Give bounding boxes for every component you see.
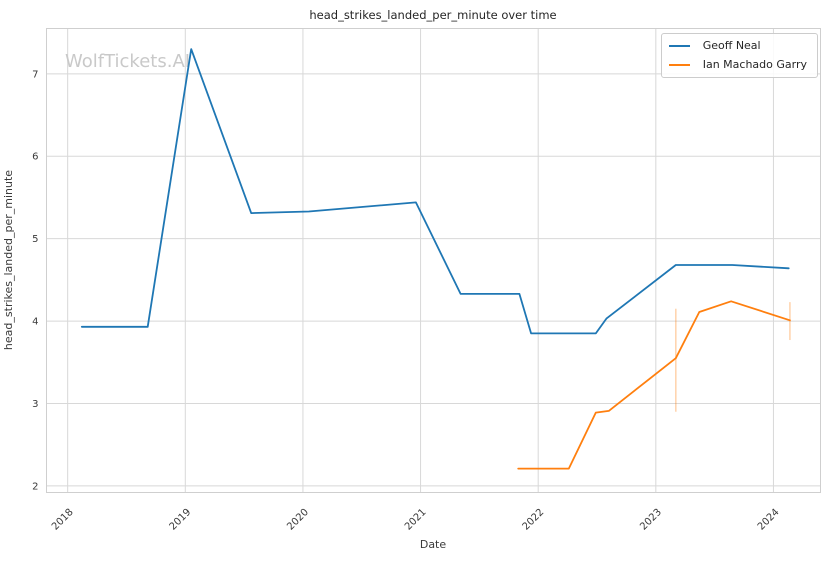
x-axis-label: Date — [420, 538, 447, 551]
legend: Geoff Neal Ian Machado Garry — [660, 33, 818, 78]
data-layer — [80, 48, 791, 470]
y-tick-label-5: 5 — [32, 234, 38, 245]
x-tick-label-2024: 2024 — [756, 507, 782, 533]
legend-line-sample-blue — [668, 44, 690, 47]
watermark: WolfTickets.AI — [65, 51, 190, 72]
legend-label: Ian Machado Garry — [702, 58, 807, 71]
x-tick-label-2023: 2023 — [638, 507, 664, 533]
y-axis-label: head_strikes_landed_per_minute — [2, 170, 15, 350]
x-tick-label-2021: 2021 — [403, 507, 429, 533]
plot-border — [46, 28, 821, 493]
y-tick-label-7: 7 — [32, 69, 38, 80]
x-tick-label-2019: 2019 — [168, 507, 194, 533]
series-line-1 — [517, 300, 791, 470]
chart-title: head_strikes_landed_per_minute over time — [309, 8, 556, 22]
y-tick-label-3: 3 — [32, 399, 38, 410]
legend-item-ian-machado-garry: Ian Machado Garry — [668, 58, 807, 71]
legend-line-sample-orange — [668, 63, 690, 66]
series-line-0 — [80, 48, 790, 335]
y-tick-label-2: 2 — [32, 481, 38, 492]
tick-layer: 2018 2019 2020 2021 2022 2023 2024 2 3 4 5 6 7 — [32, 69, 781, 532]
y-tick-label-6: 6 — [32, 152, 38, 163]
x-tick-label-2018: 2018 — [50, 507, 76, 533]
grid-layer — [46, 28, 821, 493]
legend-item-geoff-neal: Geoff Neal — [668, 39, 807, 52]
y-tick-label-4: 4 — [32, 317, 38, 328]
x-tick-label-2022: 2022 — [521, 507, 547, 533]
legend-label: Geoff Neal — [702, 39, 761, 52]
x-tick-label-2020: 2020 — [285, 507, 311, 533]
